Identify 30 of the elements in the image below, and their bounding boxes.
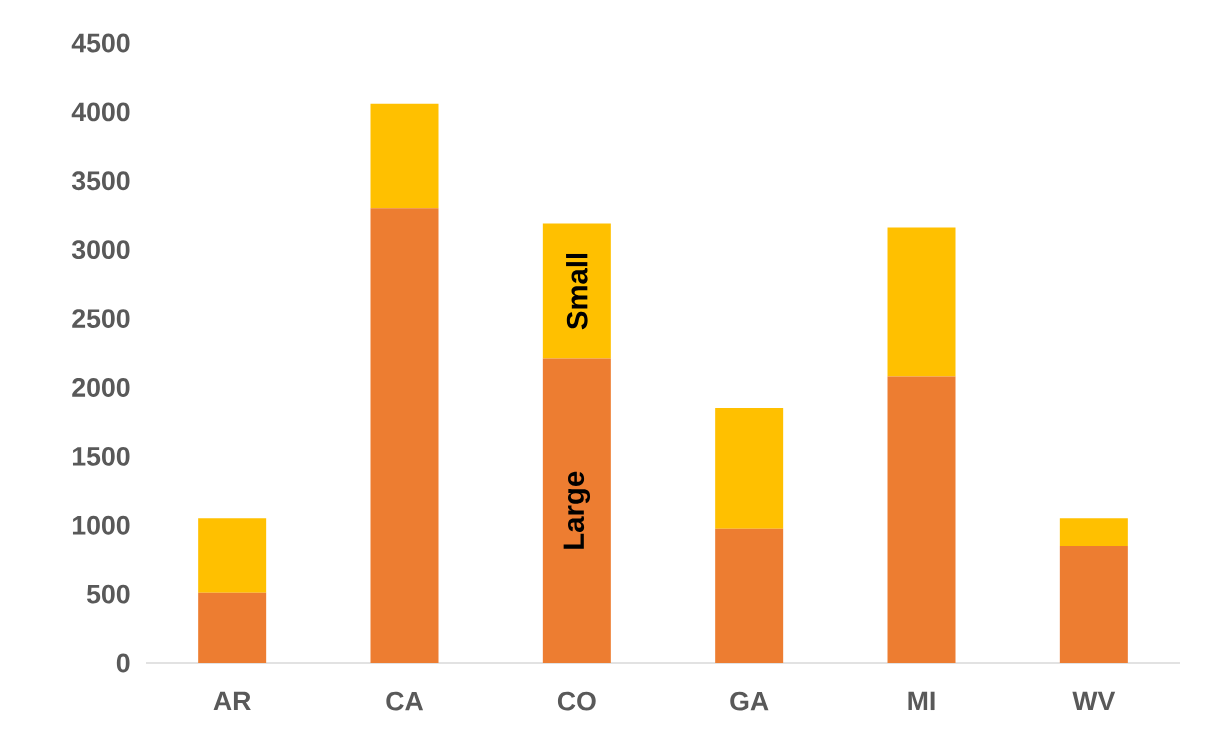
x-tick-label: GA	[730, 691, 769, 711]
y-tick-label: 3500	[71, 171, 130, 191]
bar	[1059, 518, 1128, 546]
y-tick-label: 1000	[72, 515, 130, 535]
x-tick-label: CO	[557, 691, 596, 711]
bar	[1059, 545, 1128, 663]
bar	[370, 103, 439, 209]
bar	[542, 223, 611, 359]
bar	[715, 528, 784, 663]
bar	[887, 227, 956, 377]
x-tick-label: MI	[908, 691, 935, 711]
x-tick-label: AR	[213, 691, 251, 711]
bar	[370, 208, 439, 663]
series-label: Small	[566, 253, 588, 330]
y-tick-label: 4000	[71, 102, 130, 122]
x-tick-label: CA	[386, 691, 424, 711]
x-tick-label: WV	[1072, 691, 1116, 711]
y-tick-label: 2500	[72, 309, 130, 328]
y-tick-label: 1500	[72, 446, 130, 466]
y-tick-label: 4500	[71, 33, 130, 53]
bar	[887, 376, 956, 663]
y-tick-label: 500	[86, 584, 130, 604]
y-tick-label: 2000	[72, 378, 130, 397]
y-tick-label: 0	[116, 653, 130, 673]
bar	[715, 408, 784, 529]
series-label: Large	[563, 471, 591, 549]
bar	[198, 592, 267, 663]
bar	[542, 358, 611, 663]
bar	[198, 518, 267, 593]
y-tick-label: 3000	[71, 240, 130, 260]
